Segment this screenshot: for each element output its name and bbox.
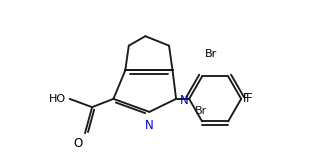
Text: HO: HO (49, 94, 66, 104)
Text: O: O (73, 137, 83, 150)
Text: N: N (145, 119, 154, 132)
Text: Br: Br (204, 49, 217, 59)
Text: F: F (246, 92, 252, 105)
Text: N: N (180, 94, 189, 107)
Text: F: F (243, 92, 250, 105)
Text: Br: Br (195, 106, 207, 116)
